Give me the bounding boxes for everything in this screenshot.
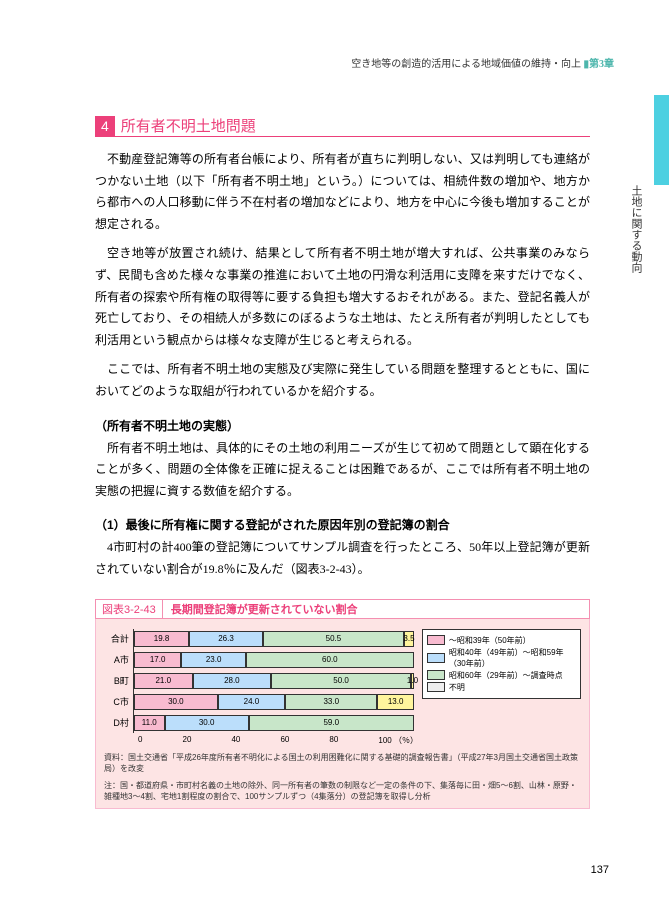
swatch-blue: [427, 653, 445, 663]
chart-row-labels: 合計 A市 B町 C市 D村: [104, 629, 133, 733]
side-tab: [654, 95, 669, 185]
bar-row: 11.030.059.0: [134, 715, 414, 731]
chart-footnote-1: 資料：国土交通省「平成26年度所有者不明化による国土の利用困難化に関する基礎的調…: [104, 752, 581, 774]
chart-axis: 0 20 40 60 80 100 （％）: [138, 735, 418, 746]
axis-tick: 60: [280, 735, 289, 746]
chart-title-row: 図表3-2-43 長期間登記簿が更新されていない割合: [95, 599, 590, 619]
chart-footnote-2: 注：国・都道府県・市町村名義の土地の除外、同一所有者の筆数の制限など一定の条件の…: [104, 780, 581, 802]
axis-tick: 40: [231, 735, 240, 746]
bar-row: 21.028.050.01.0: [134, 673, 414, 689]
chapter-label: ▮第3章: [583, 59, 614, 70]
chart-bars: 19.826.350.53.517.023.060.021.028.050.01…: [133, 629, 414, 733]
bar-segment: 28.0: [193, 673, 271, 689]
swatch-grey: [427, 682, 445, 692]
section-number: 4: [95, 116, 115, 136]
bar-segment: 30.0: [165, 715, 249, 731]
sub2-body: 4市町村の計400筆の登記簿についてサンプル調査を行ったところ、50年以上登記簿…: [95, 537, 590, 580]
row-label: C市: [104, 695, 129, 708]
section-header: 4 所有者不明土地問題: [95, 115, 590, 137]
row-label: A市: [104, 653, 129, 666]
bar-segment: 50.0: [271, 673, 411, 689]
bar-segment: 1.0: [411, 673, 414, 689]
bar-row: 17.023.060.0: [134, 652, 414, 668]
bar-segment: 19.8: [134, 631, 189, 647]
bar-segment: 24.0: [218, 694, 285, 710]
chart-body: 合計 A市 B町 C市 D村 19.826.350.53.517.023.060…: [95, 619, 590, 810]
bar-row: 30.024.033.013.0: [134, 694, 414, 710]
section-title: 所有者不明土地問題: [121, 115, 256, 136]
bar-segment: 33.0: [285, 694, 377, 710]
axis-unit: （％）: [394, 736, 418, 745]
legend-text: 不明: [449, 682, 465, 693]
bar-segment: 21.0: [134, 673, 193, 689]
axis-tick: 100: [378, 736, 391, 745]
bar-segment: 13.0: [377, 694, 413, 710]
legend-text: 昭和40年（49年前）～昭和59年（30年前）: [449, 647, 576, 669]
chart-container: 図表3-2-43 長期間登記簿が更新されていない割合 合計 A市 B町 C市 D…: [95, 599, 590, 810]
swatch-pink: [427, 635, 445, 645]
row-label: 合計: [104, 632, 129, 645]
axis-tick: 80: [329, 735, 338, 746]
bar-segment: 50.5: [263, 631, 404, 647]
sub1-body: 所有者不明土地は、具体的にその土地の利用ニーズが生じて初めて問題として顕在化する…: [95, 438, 590, 503]
bar-segment: 11.0: [134, 715, 165, 731]
subhead-2: （1）最後に所有権に関する登記がされた原因年別の登記簿の割合: [95, 516, 590, 533]
bar-row: 19.826.350.53.5: [134, 631, 414, 647]
bar-segment: 26.3: [189, 631, 263, 647]
paragraph-2: 空き地等が放置され続け、結果として所有者不明土地が増大すれば、公共事業のみならず…: [95, 243, 590, 351]
bar-segment: 3.5: [404, 631, 414, 647]
bar-segment: 23.0: [181, 652, 245, 668]
header-text: 空き地等の創造的活用による地域価値の維持・向上: [351, 59, 581, 70]
subhead-1: （所有者不明土地の実態）: [95, 417, 590, 434]
bar-segment: 60.0: [246, 652, 414, 668]
swatch-green: [427, 670, 445, 680]
chart-number: 図表3-2-43: [95, 599, 163, 619]
row-label: D村: [104, 716, 129, 729]
bar-segment: 59.0: [249, 715, 414, 731]
row-label: B町: [104, 674, 129, 687]
chart-legend: ～昭和39年（50年前） 昭和40年（49年前）～昭和59年（30年前） 昭和6…: [422, 629, 581, 699]
legend-text: 昭和60年（29年前）～調査時点: [449, 670, 563, 681]
chart-title: 長期間登記簿が更新されていない割合: [163, 599, 590, 619]
main-content: 4 所有者不明土地問題 不動産登記簿等の所有者台帳により、所有者が直ちに判明しな…: [95, 115, 590, 809]
page-number: 137: [591, 864, 609, 876]
legend-text: ～昭和39年（50年前）: [449, 635, 531, 646]
bar-segment: 30.0: [134, 694, 218, 710]
axis-tick: 20: [183, 735, 192, 746]
axis-tick: 0: [138, 735, 142, 746]
side-section-label: 土地に関する動向: [630, 185, 644, 273]
bar-segment: 17.0: [134, 652, 182, 668]
paragraph-1: 不動産登記簿等の所有者台帳により、所有者が直ちに判明しない、又は判明しても連絡が…: [95, 149, 590, 235]
header-breadcrumb: 空き地等の創造的活用による地域価値の維持・向上 ▮第3章: [351, 55, 614, 70]
paragraph-3: ここでは、所有者不明土地の実態及び実際に発生している問題を整理するとともに、国に…: [95, 359, 590, 402]
